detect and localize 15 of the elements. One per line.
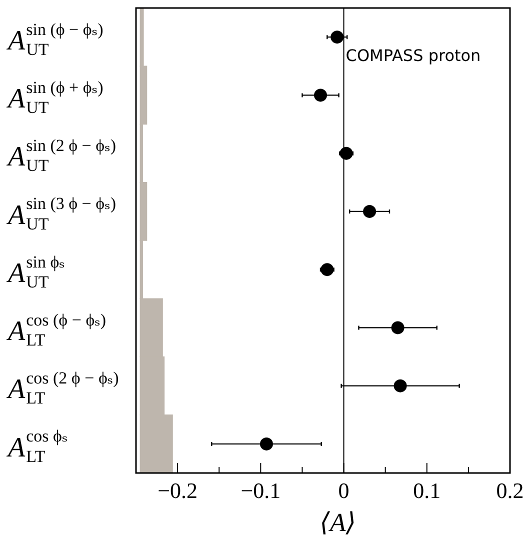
x-tick-label: −0.1 <box>240 478 281 503</box>
x-tick-label: 0.2 <box>496 478 524 503</box>
point <box>363 204 376 218</box>
point <box>391 321 404 334</box>
point <box>330 30 344 44</box>
point <box>260 437 273 450</box>
point <box>320 263 334 276</box>
annotation: COMPASS proton <box>346 46 481 66</box>
x-tick-label: 0 <box>338 478 350 503</box>
x-axis-title: ⟨A⟩ <box>320 508 356 537</box>
x-tick-label: −0.2 <box>158 478 198 503</box>
point <box>340 146 353 160</box>
point <box>314 88 328 102</box>
x-tick-label: 0.1 <box>413 478 441 503</box>
point <box>394 379 407 392</box>
